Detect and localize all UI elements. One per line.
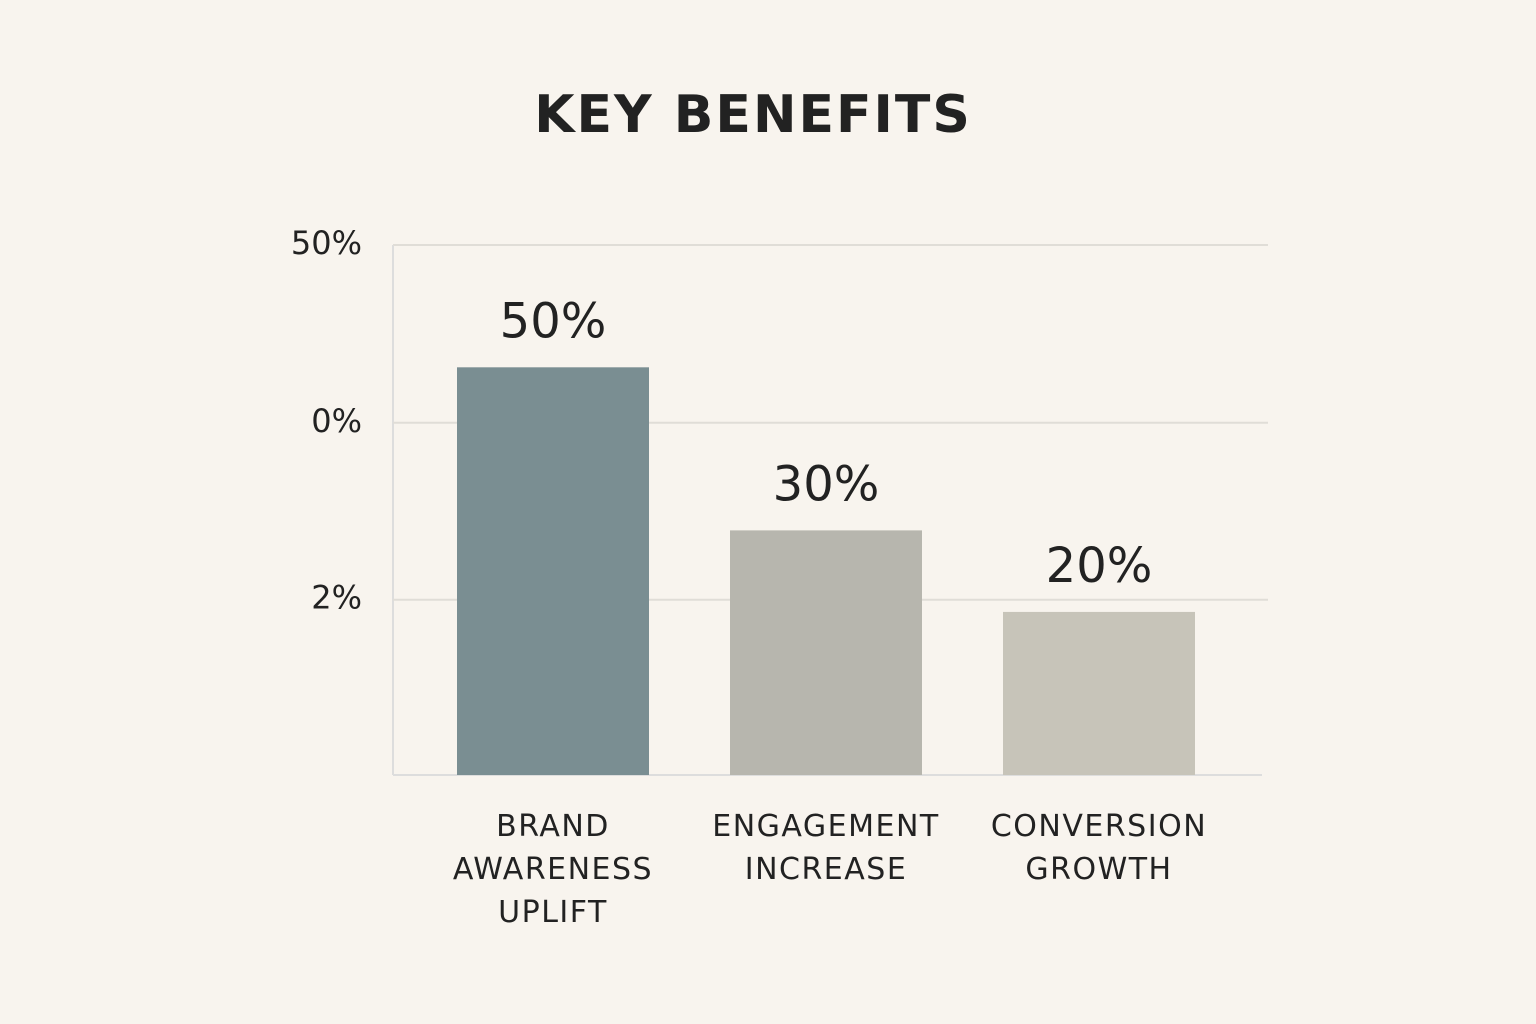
x-tick-label: CONVERSION GROWTH (990, 809, 1208, 887)
bar (457, 367, 649, 775)
value-label: 20% (1046, 538, 1153, 594)
value-label: 50% (500, 293, 607, 349)
y-tick-label: 50% (291, 224, 362, 262)
y-tick-label: 0% (311, 402, 362, 440)
y-tick-label: 2% (311, 579, 362, 617)
bar (1003, 611, 1195, 775)
x-tick-label: BRAND AWARENESS UPLIFT (452, 809, 654, 930)
x-tick-label: ENGAGEMENT INCREASE (712, 809, 940, 887)
value-label: 30% (773, 456, 880, 512)
bar (730, 530, 922, 775)
chart-title: KEY BENEFITS (534, 85, 972, 145)
